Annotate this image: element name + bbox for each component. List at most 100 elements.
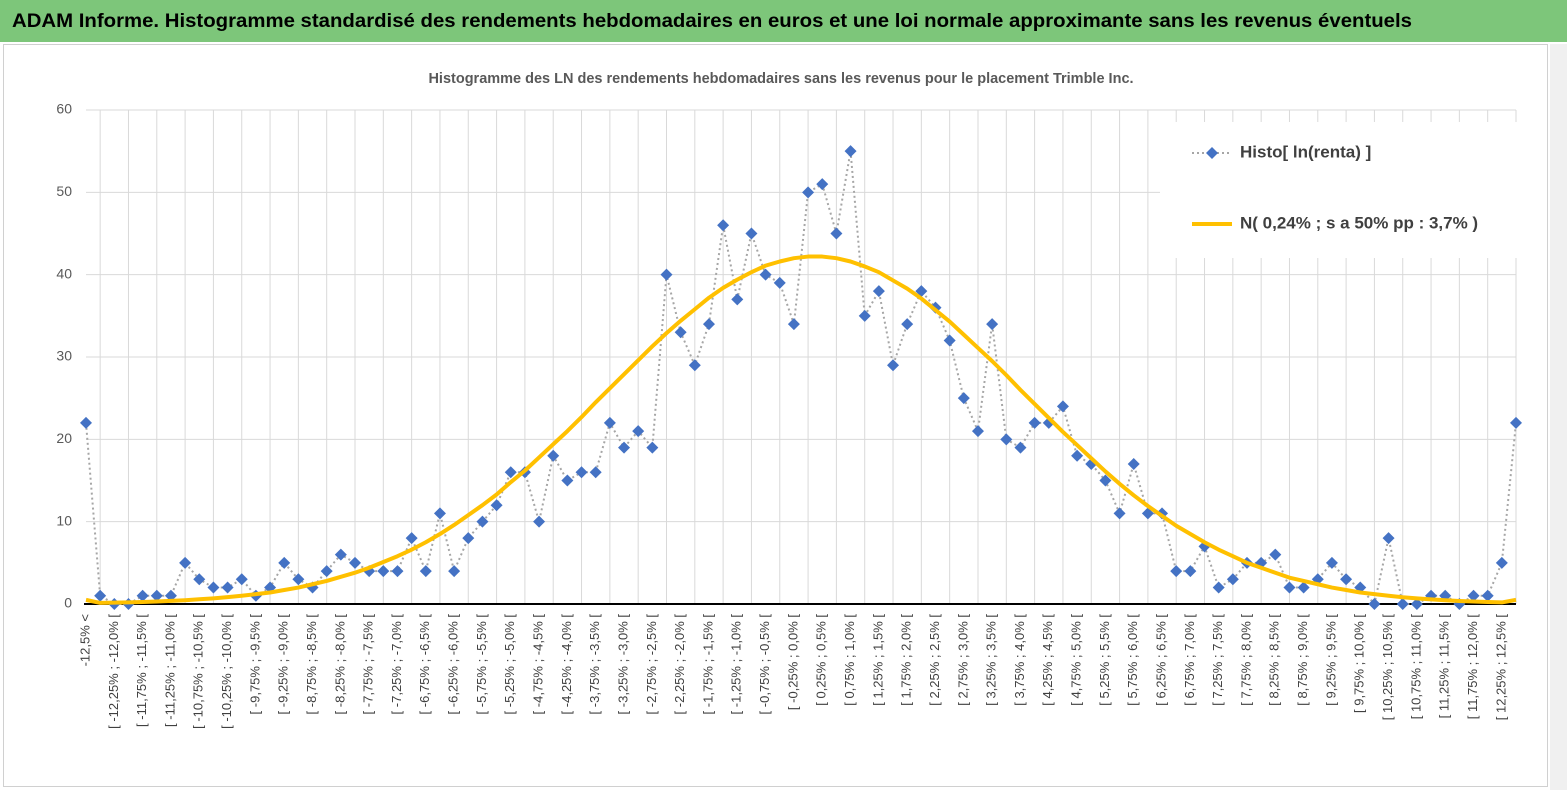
data-point (589, 466, 602, 479)
data-point (1056, 400, 1069, 413)
x-tick-label: [ 4,25% ; 4,5% [ (1040, 614, 1055, 706)
data-point (547, 449, 560, 462)
x-tick-label: [ -1,25% ; -1,0% [ (729, 614, 744, 715)
data-point (901, 318, 914, 331)
data-point (971, 425, 984, 438)
data-point (618, 441, 631, 454)
data-point (1141, 507, 1154, 520)
x-tick-label: [ -5,25% ; -5,0% [ (502, 614, 517, 715)
data-point (717, 219, 730, 232)
x-tick-label: [ 11,75% ; 12,0% [ (1465, 614, 1480, 720)
data-point (1495, 556, 1508, 569)
data-point (872, 285, 885, 298)
data-point (773, 276, 786, 289)
data-point (830, 227, 843, 240)
x-tick-label: [ 6,75% ; 7,0% [ (1182, 614, 1197, 706)
x-tick-label: [ -1,75% ; -1,5% [ (700, 614, 715, 715)
y-tick-label: 40 (56, 265, 72, 281)
x-tick-label: [ -7,25% ; -7,0% [ (389, 614, 404, 715)
x-tick-label: [ -10,75% ; -10,5% [ (191, 614, 206, 729)
data-point (533, 515, 546, 528)
data-point (844, 145, 857, 158)
header-bar (0, 0, 1567, 42)
data-point (787, 318, 800, 331)
legend-box (1160, 122, 1517, 258)
legend-marker (1206, 147, 1218, 159)
x-tick-label: [ 12,25% ; 12,5% [ (1493, 614, 1508, 721)
data-point (1283, 581, 1296, 594)
x-tick-label: [ -6,75% ; -6,5% [ (417, 614, 432, 715)
data-point (278, 556, 291, 569)
x-tick-label: [ 10,75% ; 11,0% [ (1408, 614, 1423, 720)
data-point (1368, 598, 1381, 610)
y-tick-label: 0 (64, 595, 72, 611)
x-tick-label: [ -4,25% ; -4,0% [ (559, 614, 574, 715)
data-point (150, 589, 163, 602)
data-point (1325, 556, 1338, 569)
x-tick-label: [ -5,75% ; -5,5% [ (474, 614, 489, 715)
data-point (1396, 598, 1409, 610)
data-point (1028, 416, 1041, 429)
legend-label: N( 0,24% ; s a 50% pp : 3,7% ) (1240, 213, 1478, 232)
data-point (292, 573, 305, 586)
data-point (433, 507, 446, 520)
x-tick-label: [ -8,75% ; -8,5% [ (304, 614, 319, 715)
x-tick-label: [ 11,25% ; 11,5% [ (1437, 614, 1452, 719)
data-point (561, 474, 574, 487)
x-tick-label: [ 5,75% ; 6,0% [ (1125, 614, 1140, 706)
x-tick-label: [ -2,75% ; -2,5% [ (644, 614, 659, 715)
x-tick-label: [ -0,75% ; -0,5% [ (757, 614, 772, 715)
x-tick-label: [ -9,25% ; -9,0% [ (276, 614, 291, 715)
data-point (731, 293, 744, 306)
data-point (377, 565, 390, 578)
data-point (816, 178, 829, 191)
x-tick-label: [ 9,75% ; 10,0% [ (1352, 614, 1367, 713)
data-point (1269, 548, 1282, 561)
data-point (1127, 458, 1140, 471)
data-point (1184, 565, 1197, 578)
data-point (632, 425, 645, 438)
data-point (419, 565, 432, 578)
data-point (490, 499, 503, 512)
data-point (334, 548, 347, 561)
x-tick-label: [ 7,75% ; 8,0% [ (1238, 614, 1253, 706)
x-tick-label: [ -7,75% ; -7,5% [ (361, 614, 376, 715)
data-point (136, 589, 149, 602)
x-tick-label: [ -4,75% ; -4,5% [ (531, 614, 546, 715)
y-tick-label: 30 (56, 348, 72, 364)
scroll-strip (1550, 44, 1567, 790)
x-tick-label: [ 8,25% ; 8,5% [ (1267, 614, 1282, 706)
y-tick-label: 10 (56, 512, 72, 528)
data-point (646, 441, 659, 454)
x-tick-label: [ 2,25% ; 2,5% [ (927, 614, 942, 706)
x-tick-label: [ -2,25% ; -2,0% [ (672, 614, 687, 715)
data-point (94, 589, 107, 602)
x-tick-label: [ 0,75% ; 1,0% [ (842, 614, 857, 706)
data-point (80, 416, 92, 429)
x-tick-label: [ 6,25% ; 6,5% [ (1153, 614, 1168, 706)
data-point (179, 556, 192, 569)
data-point (1071, 449, 1084, 462)
data-point (391, 565, 404, 578)
x-tick-label: [ 4,75% ; 5,0% [ (1069, 614, 1084, 706)
x-tick-label: [ -11,25% ; -11,0% [ (162, 614, 177, 727)
data-point (702, 318, 715, 331)
header-title: ADAM Informe. Histogramme standardisé de… (12, 11, 1412, 32)
x-tick-label: [ -0,25% ; 0,0% [ (785, 614, 800, 710)
data-point (1481, 589, 1494, 602)
data-point (193, 573, 206, 586)
x-tick-label: [ -11,75% ; -11,5% [ (134, 614, 149, 727)
data-point (1467, 589, 1480, 602)
data-point (221, 581, 234, 594)
x-tick-label: [ -12,25% ; -12,0% [ (106, 614, 121, 729)
data-point (1382, 532, 1395, 545)
x-tick-label: [ -10,25% ; -10,0% [ (219, 614, 234, 729)
y-tick-label: 20 (56, 430, 72, 446)
data-point (320, 565, 333, 578)
data-point (688, 359, 701, 372)
x-tick-label: [ 1,75% ; 2,0% [ (899, 614, 914, 706)
x-tick-label: [ -8,25% ; -8,0% [ (332, 614, 347, 715)
x-tick-label: [ 1,25% ; 1,5% [ (870, 614, 885, 706)
data-point (858, 309, 871, 322)
